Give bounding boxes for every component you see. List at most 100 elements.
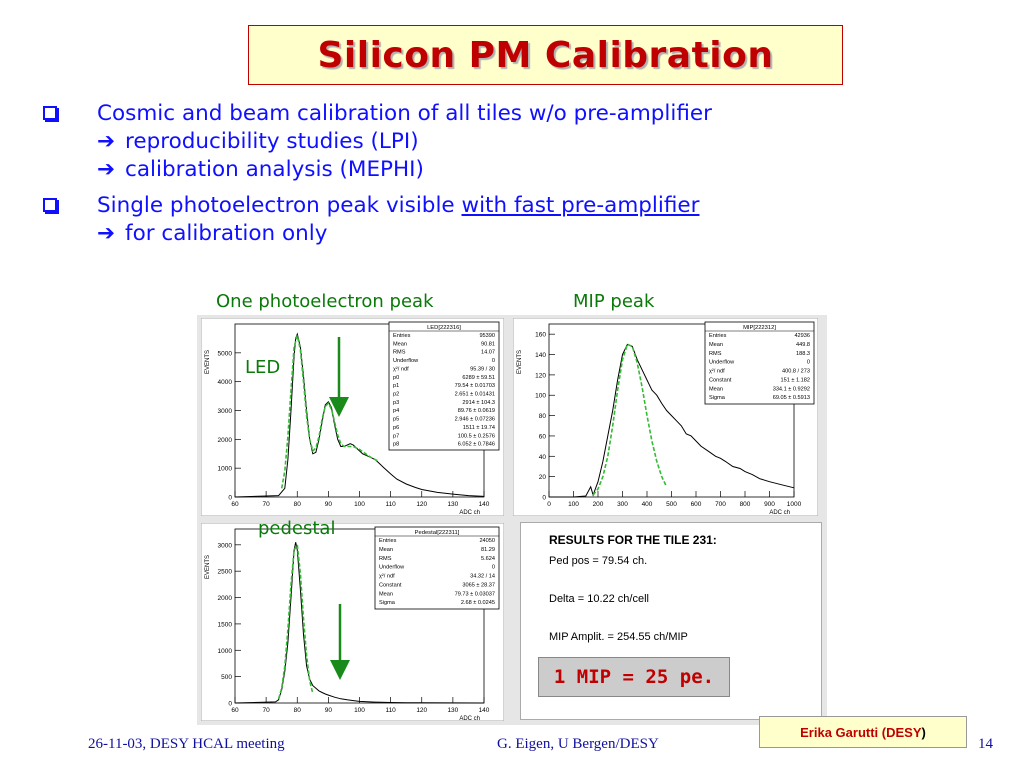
y-tick-label: 140 <box>535 352 546 359</box>
x-tick-label: 800 <box>740 501 751 508</box>
stats-value: 5.624 <box>481 556 495 562</box>
footer-page: 14 <box>978 736 993 752</box>
stats-value: 24050 <box>479 538 495 544</box>
histogram-series <box>234 542 485 704</box>
results-ped: Ped pos = 79.54 ch. <box>549 555 648 567</box>
stats-key: Entries <box>709 333 727 339</box>
x-tick-label: 80 <box>294 501 302 508</box>
x-tick-label: 100 <box>568 501 579 508</box>
chart-svg-led: 60 70 80 90 100 110 120 130 140 0 1000 2000 3000 4000… <box>201 318 504 516</box>
stats-box <box>704 321 815 405</box>
stats-value: 1511 ± 19.74 <box>463 425 495 431</box>
y-tick-label: 20 <box>539 474 547 481</box>
x-tick-label: 70 <box>263 501 271 508</box>
y-tick-label: 2000 <box>218 595 233 602</box>
stats-key: Underflow <box>709 360 735 366</box>
x-tick-label: 400 <box>642 501 653 508</box>
stats-key: χ²/ ndf <box>393 366 409 372</box>
stats-key: Mean <box>393 341 407 347</box>
x-axis-label: ADC ch <box>459 716 480 721</box>
arrow-right-icon: ➔ <box>97 129 116 154</box>
stats-key: p6 <box>393 425 399 431</box>
x-tick-label: 90 <box>325 707 333 714</box>
x-tick-label: 140 <box>479 707 490 714</box>
conclusion-box: 1 MIP = 25 pe. <box>538 657 730 697</box>
plot-mip: 0 100 200 300 400 500 600 700 800 900 1000 0 20 40 60 8… <box>513 318 818 516</box>
stats-key: Entries <box>379 538 397 544</box>
stats-key: p5 <box>393 417 399 423</box>
stats-key: RMS <box>379 556 392 562</box>
stats-value: 400.8 / 273 <box>782 369 810 375</box>
x-axis-label: ADC ch <box>459 510 480 516</box>
y-tick-label: 500 <box>221 674 232 681</box>
stats-value: 69.05 ± 0.5913 <box>773 395 810 401</box>
bullet-2: Single photoelectron peak visible with f… <box>40 192 970 248</box>
y-tick-label: 1000 <box>218 648 233 655</box>
stats-value: 6289 ± 59.51 <box>462 375 495 381</box>
y-tick-label: 4000 <box>218 379 233 386</box>
bullet-2-sub-1: ➔ for calibration only <box>97 220 970 248</box>
stats-title: MIP[222312] <box>743 325 776 331</box>
x-tick-label: 110 <box>385 707 396 714</box>
stats-value: 188.3 <box>796 351 810 357</box>
x-tick-label: 100 <box>354 501 365 508</box>
stats-key: χ²/ ndf <box>709 369 725 375</box>
stats-key: χ²/ ndf <box>379 574 395 580</box>
y-tick-label: 2000 <box>218 437 233 444</box>
stats-key: p4 <box>393 408 399 414</box>
author-name: Erika Garutti (DESY <box>800 724 922 740</box>
y-tick-label: 1500 <box>218 621 233 628</box>
arrow-right-icon: ➔ <box>97 157 116 182</box>
stats-key: Constant <box>379 582 402 588</box>
stats-value: 2914 ± 104.3 <box>462 400 495 406</box>
x-tick-label: 100 <box>354 707 365 714</box>
stats-key: p8 <box>393 442 399 448</box>
stats-value: 95.39 / 30 <box>470 366 495 372</box>
stats-value: 90.81 <box>481 341 495 347</box>
y-axis-label: EVENTS <box>205 350 211 374</box>
x-tick-label: 90 <box>325 501 333 508</box>
y-tick-label: 3000 <box>218 542 233 549</box>
stats-value: 42936 <box>794 333 810 339</box>
arrow-right-icon: ➔ <box>97 221 116 246</box>
stats-value: 151 ± 1.182 <box>780 377 810 383</box>
checkbox-bullet-icon <box>43 198 57 212</box>
bullet-1-sub-1: ➔ reproducibility studies (LPI) <box>97 128 970 156</box>
stats-value: 0 <box>492 565 495 571</box>
stats-key: p0 <box>393 375 399 381</box>
x-tick-label: 700 <box>715 501 726 508</box>
histogram-series <box>549 343 795 498</box>
stats-value: 14.07 <box>481 350 495 356</box>
title-box: Silicon PM Calibration <box>248 25 843 85</box>
y-tick-label: 1000 <box>218 466 233 473</box>
bullet-2-text: Single photoelectron peak visible <box>97 193 462 218</box>
stats-value: 2.68 ± 0.0245 <box>461 600 495 606</box>
footer-authors: G. Eigen, U Bergen/DESY <box>497 736 659 752</box>
stats-key: RMS <box>393 350 406 356</box>
stats-value: 3065 ± 28.37 <box>462 582 495 588</box>
x-tick-label: 70 <box>263 707 271 714</box>
stats-value: 2.946 ± 0.07236 <box>455 417 495 423</box>
sub-text: calibration analysis (MEPHI) <box>125 157 424 182</box>
stats-title: Pedestal[222311] <box>415 530 460 536</box>
x-tick-label: 300 <box>617 501 628 508</box>
x-tick-label: 120 <box>416 707 427 714</box>
x-tick-label: 130 <box>447 501 458 508</box>
fit-series <box>277 542 314 700</box>
sub-text: reproducibility studies (LPI) <box>125 129 419 154</box>
stats-key: Mean <box>709 342 723 348</box>
footer-date: 26-11-03, DESY HCAL meeting <box>88 736 285 752</box>
bullet-1: Cosmic and beam calibration of all tiles… <box>40 100 970 184</box>
stats-key: Mean <box>709 386 723 392</box>
x-tick-label: 0 <box>547 501 551 508</box>
bullet-1-sub-2: ➔ calibration analysis (MEPHI) <box>97 156 970 184</box>
x-tick-label: 110 <box>385 501 396 508</box>
bullet-list: Cosmic and beam calibration of all tiles… <box>40 100 970 248</box>
y-tick-label: 3000 <box>218 408 233 415</box>
y-axis-label: EVENTS <box>205 555 211 579</box>
x-tick-label: 900 <box>764 501 775 508</box>
stats-key: Sigma <box>709 395 726 401</box>
fit-series <box>592 343 668 496</box>
stats-value: 89.76 ± 0.0619 <box>458 408 495 414</box>
stats-box <box>374 526 500 610</box>
